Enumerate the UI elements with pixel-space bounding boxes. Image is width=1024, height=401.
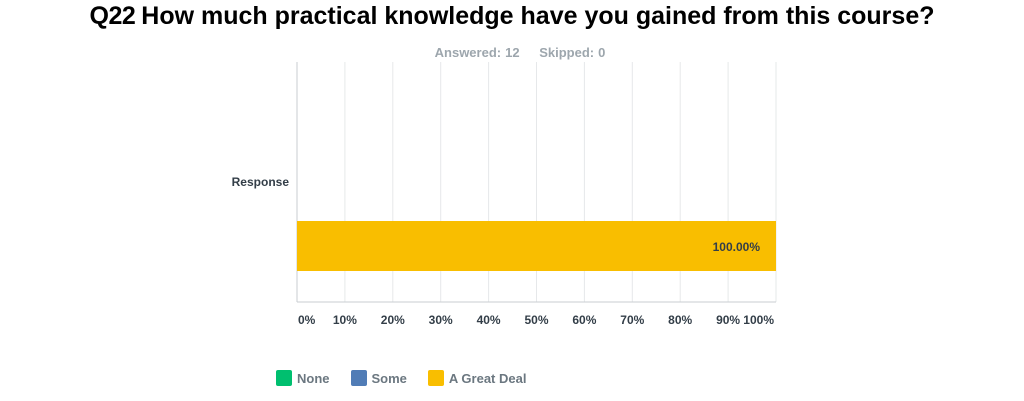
- legend-item: None: [276, 370, 330, 386]
- skipped-value: 0: [598, 45, 606, 60]
- legend-swatch: [427, 370, 444, 386]
- bar-segment: [297, 221, 776, 271]
- legend-label: None: [297, 370, 330, 386]
- x-tick-label: 50%: [524, 313, 548, 327]
- skipped-stat: Skipped: 0: [539, 45, 605, 60]
- x-tick-label: 30%: [429, 313, 453, 327]
- answered-stat: Answered: 12: [435, 45, 520, 60]
- answered-value: 12: [505, 45, 520, 60]
- legend-swatch: [350, 370, 367, 386]
- question-title: Q22 How much practical knowledge have you…: [0, 0, 1024, 32]
- x-tick-label: 40%: [477, 313, 501, 327]
- legend-swatch: [276, 370, 292, 386]
- category-label: Response: [232, 175, 290, 189]
- response-stats: Answered: 12 Skipped: 0: [0, 45, 1024, 60]
- answered-label: Answered:: [434, 45, 502, 60]
- skipped-label: Skipped:: [539, 45, 595, 60]
- x-tick-label: 80%: [668, 313, 692, 327]
- x-tick-label: 10%: [333, 313, 357, 327]
- legend-item: Some: [350, 370, 407, 386]
- legend-label: Some: [371, 370, 407, 386]
- x-tick-label: 60%: [572, 313, 596, 327]
- x-tick-label: 100%: [743, 313, 774, 327]
- x-tick-label: 0%: [298, 313, 316, 327]
- question-number: Q22: [89, 2, 136, 30]
- legend-item: A Great Deal: [427, 370, 527, 386]
- chart-legend: None Some A Great Deal: [276, 370, 547, 386]
- x-tick-label: 20%: [381, 313, 405, 327]
- legend-label: A Great Deal: [448, 370, 527, 386]
- x-tick-label: 70%: [620, 313, 644, 327]
- x-tick-label: 90%: [716, 313, 740, 327]
- data-label: 100.00%: [713, 240, 761, 254]
- question-text: How much practical knowledge have you ga…: [141, 2, 935, 30]
